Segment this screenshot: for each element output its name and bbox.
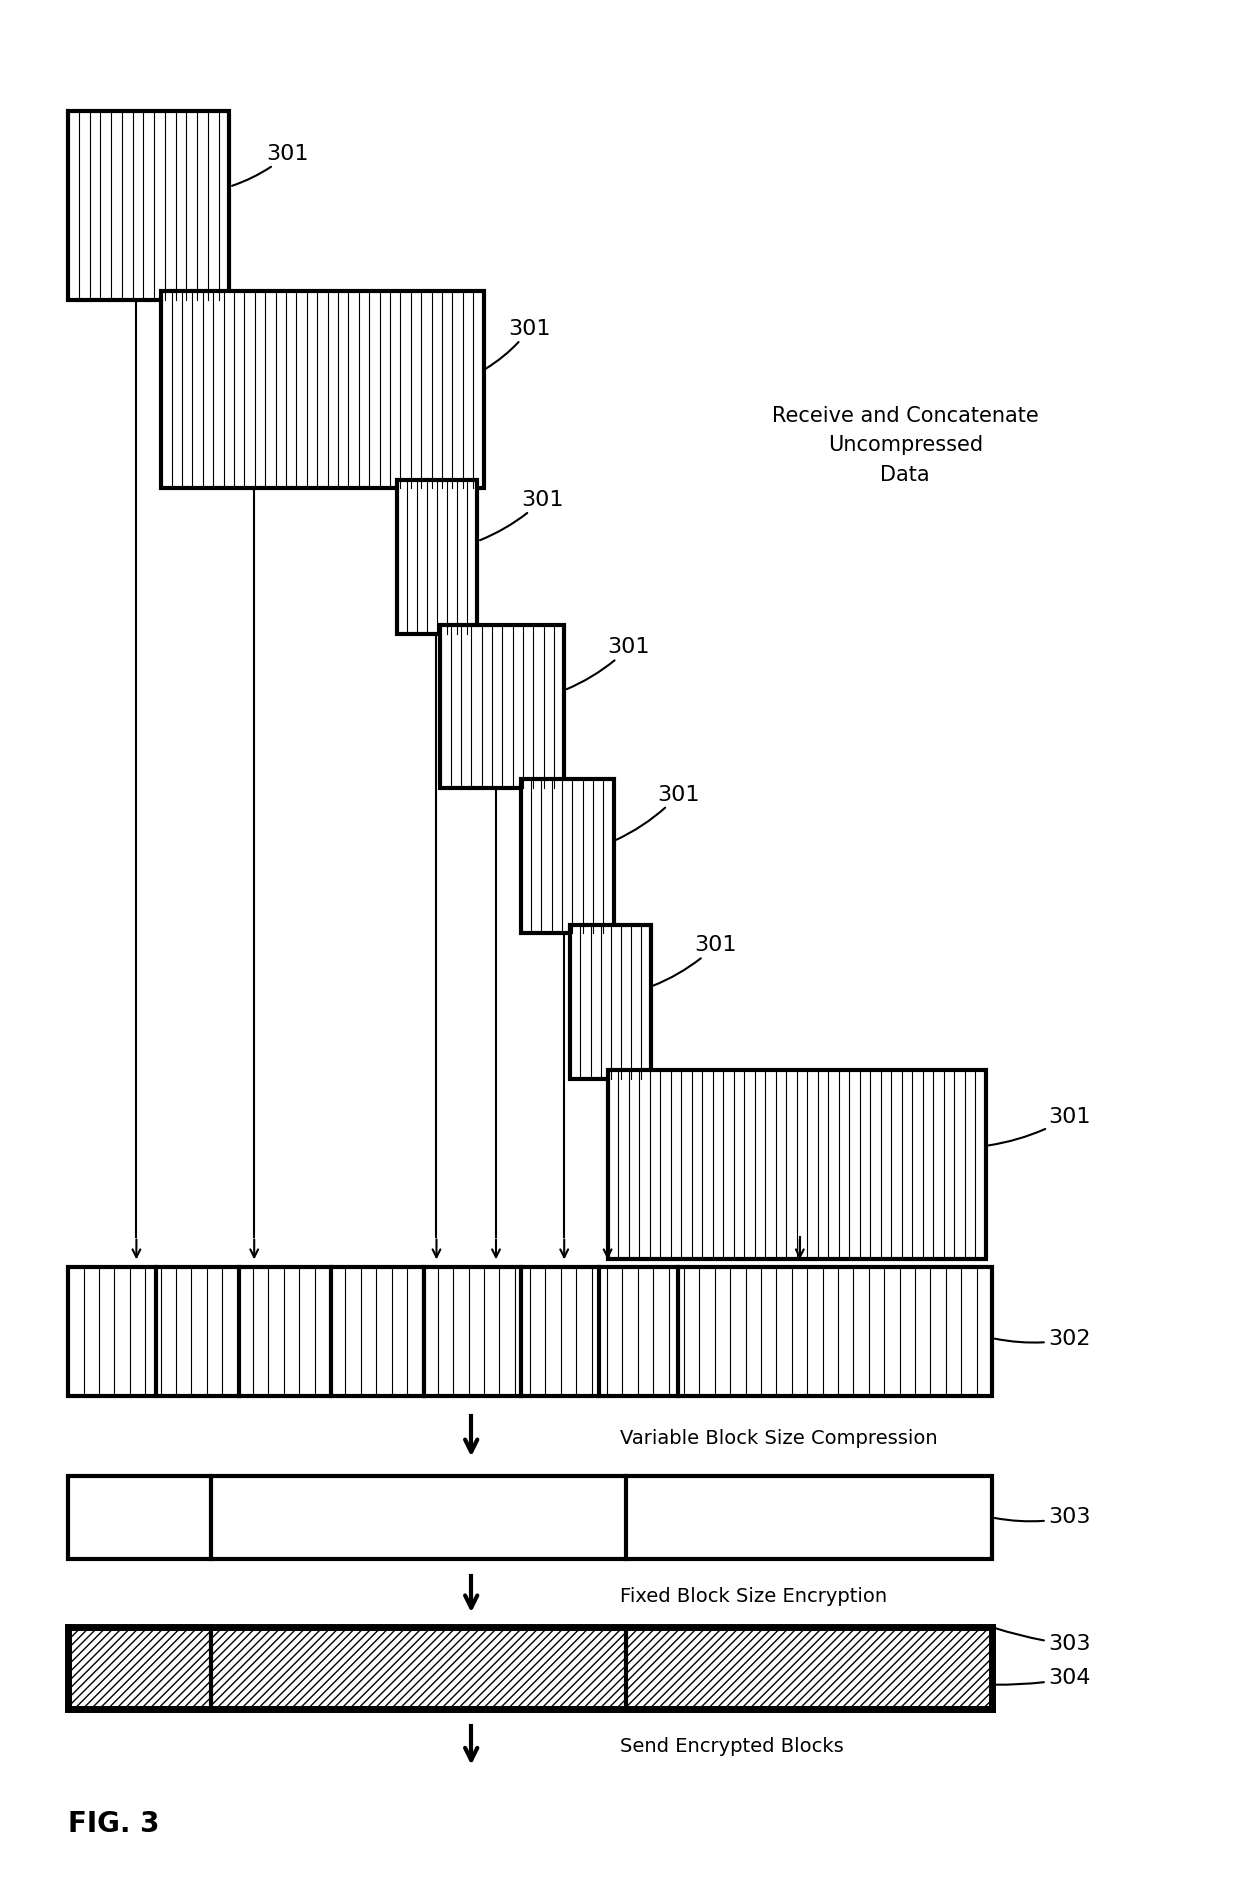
Text: 301: 301: [988, 1106, 1090, 1145]
Bar: [68, 1477, 992, 1558]
Text: 301: 301: [567, 637, 650, 690]
Text: FIG. 3: FIG. 3: [68, 1811, 160, 1839]
Text: Receive and Concatenate
Uncompressed
Data: Receive and Concatenate Uncompressed Dat…: [771, 405, 1039, 484]
Text: 303: 303: [994, 1628, 1090, 1654]
Bar: [68, 1628, 992, 1709]
Text: 301: 301: [486, 318, 551, 369]
Text: 304: 304: [994, 1669, 1090, 1688]
Bar: [608, 1070, 986, 1259]
Text: Variable Block Size Compression: Variable Block Size Compression: [620, 1430, 937, 1449]
Bar: [521, 780, 614, 933]
Bar: [68, 1268, 992, 1396]
Text: 303: 303: [994, 1507, 1090, 1528]
Text: 301: 301: [232, 145, 309, 187]
Bar: [440, 625, 564, 788]
Text: 301: 301: [616, 786, 699, 840]
Text: Fixed Block Size Encryption: Fixed Block Size Encryption: [620, 1586, 887, 1605]
Bar: [570, 925, 651, 1080]
Bar: [161, 292, 484, 488]
Bar: [397, 480, 477, 633]
Text: 301: 301: [653, 936, 737, 985]
Bar: [68, 111, 229, 300]
Text: 301: 301: [480, 490, 563, 541]
Text: 302: 302: [994, 1330, 1090, 1349]
Text: Send Encrypted Blocks: Send Encrypted Blocks: [620, 1737, 843, 1756]
